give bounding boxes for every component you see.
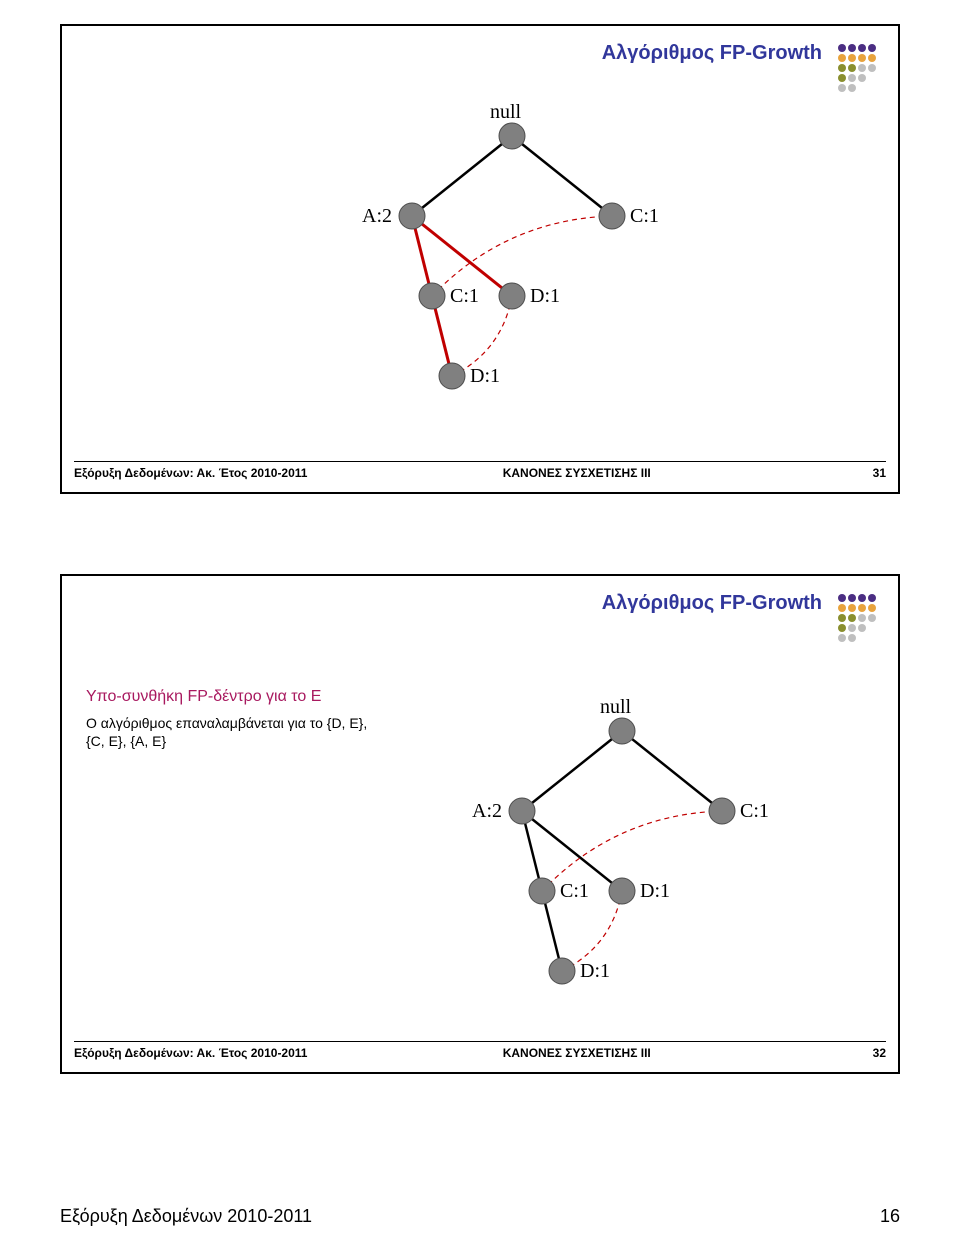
slide-1-footer: Εξόρυξη Δεδομένων: Ακ. Έτος 2010-2011 ΚΑ… (74, 461, 886, 480)
page-footer-right: 16 (880, 1206, 900, 1227)
page-footer-left: Εξόρυξη Δεδομένων 2010-2011 (60, 1206, 312, 1227)
slide-1-footer-right: 31 (846, 466, 886, 480)
svg-text:C:1: C:1 (450, 285, 479, 307)
slide-1: Αλγόριθμος FP-Growth null A:2 C:1 C:1 D:1 D:1… (60, 24, 900, 494)
slide-2-title-band: Αλγόριθμος FP-Growth (602, 592, 878, 644)
slide-2-footer-left: Εξόρυξη Δεδομένων: Ακ. Έτος 2010-2011 (74, 1046, 307, 1060)
svg-text:null: null (600, 696, 632, 718)
page: Αλγόριθμος FP-Growth null A:2 C:1 C:1 D:1 D:1… (0, 0, 960, 1251)
slide-2-title: Αλγόριθμος FP-Growth (602, 592, 822, 615)
svg-text:C:1: C:1 (740, 800, 769, 822)
svg-text:A:2: A:2 (362, 205, 392, 227)
slide-2-footer: Εξόρυξη Δεδομένων: Ακ. Έτος 2010-2011 ΚΑ… (74, 1041, 886, 1060)
slide-1-title-band: Αλγόριθμος FP-Growth (602, 42, 878, 94)
slide-1-footer-center: ΚΑΝΟΝΕΣ ΣΥΣΧΕΤΙΣΗΣ ΙΙΙ (307, 466, 846, 480)
svg-text:D:1: D:1 (640, 880, 670, 902)
svg-text:C:1: C:1 (630, 205, 659, 227)
svg-text:C:1: C:1 (560, 880, 589, 902)
page-footer: Εξόρυξη Δεδομένων 2010-2011 16 (60, 1206, 900, 1227)
svg-text:D:1: D:1 (470, 365, 500, 387)
slide-1-title: Αλγόριθμος FP-Growth (602, 42, 822, 65)
svg-text:D:1: D:1 (580, 960, 610, 982)
slide-2-footer-right: 32 (846, 1046, 886, 1060)
svg-text:null: null (490, 101, 522, 123)
slide-2-side-body: O αλγόριθμος επαναλαμβάνεται για το {D, … (86, 714, 376, 752)
fp-tree-1: null A:2 C:1 C:1 D:1 D:1 (262, 96, 762, 416)
svg-text:A:2: A:2 (472, 800, 502, 822)
slide-1-footer-left: Εξόρυξη Δεδομένων: Ακ. Έτος 2010-2011 (74, 466, 307, 480)
slide-2-side-text: Υπο-συνθήκη FP-δέντρο για το Ε O αλγόριθ… (86, 686, 376, 751)
slide-2-footer-center: ΚΑΝΟΝΕΣ ΣΥΣΧΕΤΙΣΗΣ ΙΙΙ (307, 1046, 846, 1060)
fp-tree-2: null A:2 C:1 C:1 D:1 D:1 (372, 691, 872, 1011)
slide-2-side-heading: Υπο-συνθήκη FP-δέντρο για το Ε (86, 686, 376, 708)
decorative-dots (832, 42, 878, 94)
slide-2: Αλγόριθμος FP-Growth Υπο-συνθήκη FP-δέντ… (60, 574, 900, 1074)
decorative-dots (832, 592, 878, 644)
svg-text:D:1: D:1 (530, 285, 560, 307)
